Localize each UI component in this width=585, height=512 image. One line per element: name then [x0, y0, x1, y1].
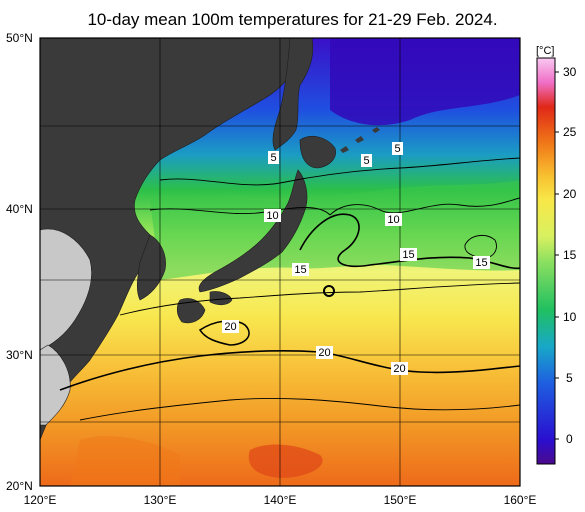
svg-text:15: 15 [294, 264, 306, 276]
warm-water-sw [70, 435, 180, 486]
x-tick-120e: 120°E [24, 493, 57, 507]
contour-label: 10 [264, 209, 281, 222]
colorbar-unit: [°C] [536, 45, 554, 57]
y-tick-20n: 20°N [6, 479, 33, 493]
colorbar-tick: 25 [563, 125, 577, 139]
map-frame [39, 37, 521, 487]
x-tick-160e: 160°E [504, 493, 537, 507]
colorbar-tick: 10 [563, 310, 577, 324]
contour-label: 5 [392, 142, 403, 155]
svg-text:10: 10 [387, 214, 399, 226]
x-tick-140e: 140°E [264, 493, 297, 507]
y-tick-30n: 30°N [6, 348, 33, 362]
svg-text:20: 20 [393, 363, 405, 375]
map-title: 10-day mean 100m temperatures for 21-29 … [87, 10, 498, 29]
colorbar-tick: 30 [563, 65, 577, 79]
svg-text:5: 5 [270, 152, 276, 164]
svg-text:15: 15 [475, 257, 487, 269]
contour-label: 5 [361, 154, 372, 167]
contour-label: 20 [222, 320, 239, 333]
svg-text:5: 5 [363, 155, 369, 167]
y-axis-labels: 50°N 40°N 30°N 20°N [6, 31, 33, 493]
svg-text:15: 15 [402, 249, 414, 261]
x-axis-labels: 120°E 130°E 140°E 150°E 160°E [24, 493, 537, 507]
inland-gray-area [40, 228, 92, 351]
hokkaido-island [299, 136, 336, 169]
x-tick-150e: 150°E [384, 493, 417, 507]
svg-text:10: 10 [266, 210, 278, 222]
colorbar-tick: 0 [566, 432, 573, 446]
contour-label: 20 [391, 362, 408, 375]
warm-eddy [248, 444, 323, 478]
contour-label: 15 [400, 248, 417, 261]
contour-label: 15 [292, 263, 309, 276]
x-tick-130e: 130°E [144, 493, 177, 507]
contour-label: 10 [385, 213, 402, 226]
kuril-islands [340, 127, 380, 153]
cold-water-region [330, 38, 520, 126]
colorbar-tick: 20 [563, 187, 577, 201]
svg-text:20: 20 [224, 321, 236, 333]
contour-label: 15 [473, 256, 490, 269]
contour-label: 20 [316, 346, 333, 359]
shikoku-island [209, 291, 233, 306]
taiwan-area [40, 344, 71, 426]
colorbar-tick: 5 [566, 371, 573, 385]
contour-label: 5 [268, 151, 279, 164]
svg-text:5: 5 [394, 143, 400, 155]
y-tick-50n: 50°N [6, 31, 33, 45]
korean-peninsula [136, 234, 166, 301]
kyushu-island [176, 298, 206, 324]
contour-labels: 5 5 5 10 10 15 15 15 [222, 142, 490, 375]
colorbar: [°C] 30 25 20 15 10 5 0 [536, 45, 577, 465]
map-panel [40, 38, 520, 486]
svg-text:20: 20 [318, 347, 330, 359]
colorbar-gradient [536, 57, 556, 465]
colorbar-tick: 15 [563, 248, 577, 262]
sakhalin-island [272, 38, 314, 151]
y-tick-40n: 40°N [6, 202, 33, 216]
